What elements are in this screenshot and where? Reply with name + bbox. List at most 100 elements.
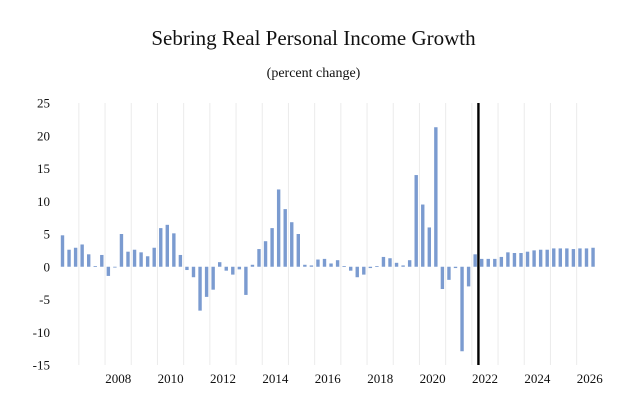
- bar: [565, 248, 569, 267]
- bar: [388, 258, 392, 267]
- bar: [427, 227, 431, 267]
- bar: [407, 260, 412, 267]
- bar: [421, 204, 425, 267]
- bar: [126, 251, 130, 267]
- bar: [506, 252, 510, 267]
- bar: [244, 266, 248, 295]
- bar-layer: [60, 127, 595, 352]
- bar: [349, 266, 353, 271]
- bar: [237, 266, 242, 270]
- x-tick-label: 2020: [420, 371, 446, 386]
- bar: [231, 266, 235, 275]
- y-tick-label: -10: [33, 325, 50, 340]
- bar: [165, 224, 169, 267]
- bar: [290, 222, 294, 267]
- bar: [93, 266, 97, 267]
- bar: [558, 248, 562, 267]
- x-tick-label: 2016: [315, 371, 342, 386]
- y-tick-label: 15: [37, 161, 50, 176]
- bar: [309, 265, 314, 267]
- bar: [414, 175, 418, 267]
- bar: [584, 248, 589, 267]
- bar: [329, 263, 333, 267]
- bar: [578, 248, 582, 267]
- bar: [296, 234, 300, 267]
- bar: [106, 266, 111, 276]
- bar: [519, 253, 523, 267]
- bar: [211, 266, 215, 290]
- bar: [263, 241, 268, 267]
- bar: [447, 266, 451, 280]
- bar: [270, 228, 274, 267]
- bar: [512, 253, 517, 267]
- bar: [493, 258, 497, 267]
- bar: [591, 247, 595, 267]
- bar: [532, 250, 536, 267]
- x-tick-label: 2010: [158, 371, 184, 386]
- bar: [80, 244, 84, 267]
- bar: [100, 254, 104, 267]
- bar: [499, 256, 504, 267]
- x-tick-label: 2024: [524, 371, 551, 386]
- bar: [342, 266, 346, 267]
- bar: [132, 249, 137, 267]
- bar: [480, 258, 484, 267]
- bar: [224, 266, 228, 271]
- bar: [368, 266, 373, 269]
- x-tick-label: 2018: [367, 371, 393, 386]
- bar: [545, 249, 549, 267]
- bar: [172, 233, 176, 267]
- bar: [257, 249, 261, 267]
- bar: [440, 266, 445, 290]
- bar: [453, 266, 458, 269]
- bar: [316, 259, 320, 267]
- x-tick-label: 2022: [472, 371, 498, 386]
- bar: [87, 254, 91, 267]
- bar: [335, 260, 340, 267]
- x-tick-label: 2014: [262, 371, 289, 386]
- bar: [525, 251, 530, 267]
- bar: [571, 249, 576, 267]
- bar: [362, 266, 366, 275]
- bar: [191, 266, 196, 278]
- grid-layer: [78, 103, 578, 365]
- bar: [460, 266, 464, 352]
- bar: [178, 254, 183, 267]
- bar: [355, 266, 359, 278]
- bar: [394, 262, 399, 267]
- y-tick-label: 10: [37, 194, 50, 209]
- x-tick-label: 2012: [210, 371, 236, 386]
- bar: [466, 266, 471, 287]
- y-tick-label: 25: [37, 96, 50, 111]
- bar: [159, 228, 163, 267]
- y-tick-label: 0: [44, 259, 51, 274]
- bar: [381, 256, 386, 267]
- chart-subtitle: (percent change): [266, 66, 361, 81]
- bar: [204, 266, 209, 297]
- bar: [198, 266, 202, 311]
- bar: [119, 234, 124, 267]
- bar: [401, 265, 405, 267]
- y-tick-label: 5: [44, 227, 51, 242]
- bar: [486, 258, 490, 267]
- bar: [434, 127, 438, 267]
- bar: [538, 249, 543, 267]
- bar: [322, 258, 327, 267]
- bar: [375, 266, 379, 267]
- y-tick-label: 20: [37, 128, 50, 143]
- bar: [67, 249, 71, 267]
- bar: [185, 266, 189, 271]
- x-tick-label: 2008: [105, 371, 131, 386]
- bar: [218, 262, 222, 267]
- bar: [113, 266, 117, 268]
- y-tick-label: -5: [39, 292, 50, 307]
- bar: [60, 235, 65, 267]
- bar: [139, 252, 143, 267]
- chart-title: Sebring Real Personal Income Growth: [151, 26, 476, 50]
- bar: [250, 264, 255, 267]
- bar: [73, 247, 78, 267]
- axis-layer: 25 20 15 10 5 0 -5 -10 -15 2008 2010 2012 2014 2016 20…: [33, 96, 604, 387]
- bar: [303, 264, 307, 267]
- bar: [283, 209, 287, 267]
